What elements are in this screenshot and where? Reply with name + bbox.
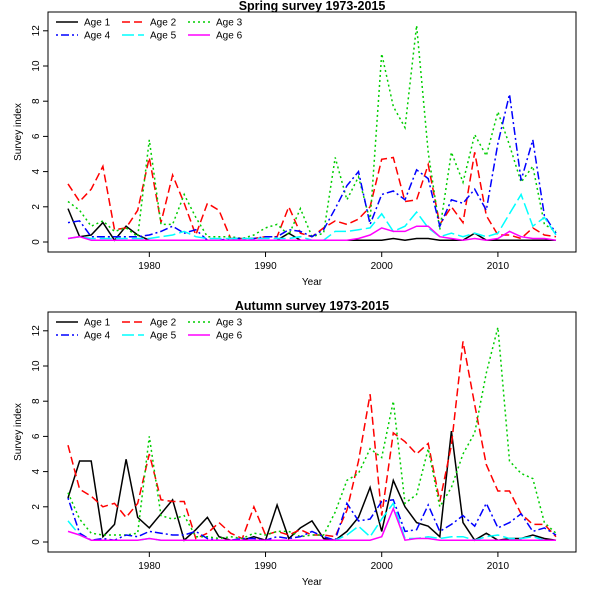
autumn-x-tick-label-2000: 2000	[371, 561, 394, 572]
spring-series-line-age-3	[67, 25, 557, 240]
autumn-y-tick-label-6: 6	[31, 433, 42, 439]
spring-y-tick-label-4: 4	[31, 168, 42, 174]
spring-series-line-age-6	[67, 225, 557, 241]
spring-y-tick-label-6: 6	[31, 133, 42, 139]
autumn-x-tick-label-2010: 2010	[487, 561, 510, 572]
autumn-y-tick-label-0: 0	[31, 539, 42, 545]
spring-y-tick-label-8: 8	[31, 98, 42, 104]
spring-x-tick-label-1990: 1990	[254, 261, 277, 272]
autumn-series-line-age-2	[67, 341, 557, 540]
autumn-series-line-age-6	[67, 506, 556, 542]
autumn-legend-label-age-6: Age 6	[216, 331, 243, 342]
spring-legend-label-age-2: Age 2	[150, 18, 177, 29]
autumn-legend-label-age-2: Age 2	[150, 318, 177, 329]
spring-series-line-age-2	[67, 152, 557, 240]
autumn-y-tick-label-12: 12	[31, 325, 42, 337]
autumn-y-tick-label-4: 4	[31, 468, 42, 474]
spring-x-axis-label: Year	[302, 277, 323, 288]
autumn-series-line-age-3	[67, 327, 557, 540]
spring-series-line-age-5	[67, 192, 557, 241]
spring-y-tick-label-2: 2	[31, 204, 42, 210]
spring-chart-title: Spring survey 1973-2015	[239, 0, 386, 13]
autumn-legend-label-age-3: Age 3	[216, 318, 243, 329]
autumn-legend-label-age-4: Age 4	[84, 331, 111, 342]
autumn-series-line-age-4	[67, 497, 557, 542]
spring-y-axis-label: Survey index	[13, 103, 24, 161]
autumn-plot-frame	[47, 311, 577, 553]
spring-legend-label-age-5: Age 5	[150, 31, 177, 42]
spring-legend-label-age-1: Age 1	[84, 18, 111, 29]
spring-x-tick-label-2010: 2010	[487, 261, 510, 272]
autumn-chart-title: Autumn survey 1973-2015	[235, 299, 389, 313]
autumn-x-tick-label-1980: 1980	[138, 561, 161, 572]
autumn-x-axis-label: Year	[302, 577, 323, 588]
spring-y-tick-label-12: 12	[31, 25, 42, 37]
spring-y-tick-label-10: 10	[31, 60, 42, 72]
autumn-y-tick-label-8: 8	[31, 398, 42, 404]
spring-y-tick-label-0: 0	[31, 239, 42, 245]
spring-x-tick-label-2000: 2000	[371, 261, 394, 272]
spring-legend-label-age-6: Age 6	[216, 31, 243, 42]
spring-plot-frame	[47, 11, 577, 253]
autumn-x-tick-label-1990: 1990	[254, 561, 277, 572]
autumn-y-tick-label-2: 2	[31, 504, 42, 510]
autumn-y-axis-label: Survey index	[13, 403, 24, 461]
autumn-legend-label-age-5: Age 5	[150, 331, 177, 342]
spring-legend-label-age-3: Age 3	[216, 18, 243, 29]
spring-x-tick-label-1980: 1980	[138, 261, 161, 272]
autumn-legend-label-age-1: Age 1	[84, 318, 111, 329]
autumn-y-tick-label-10: 10	[31, 360, 42, 372]
spring-series-line-age-4	[67, 94, 557, 241]
spring-legend-label-age-4: Age 4	[84, 31, 111, 42]
